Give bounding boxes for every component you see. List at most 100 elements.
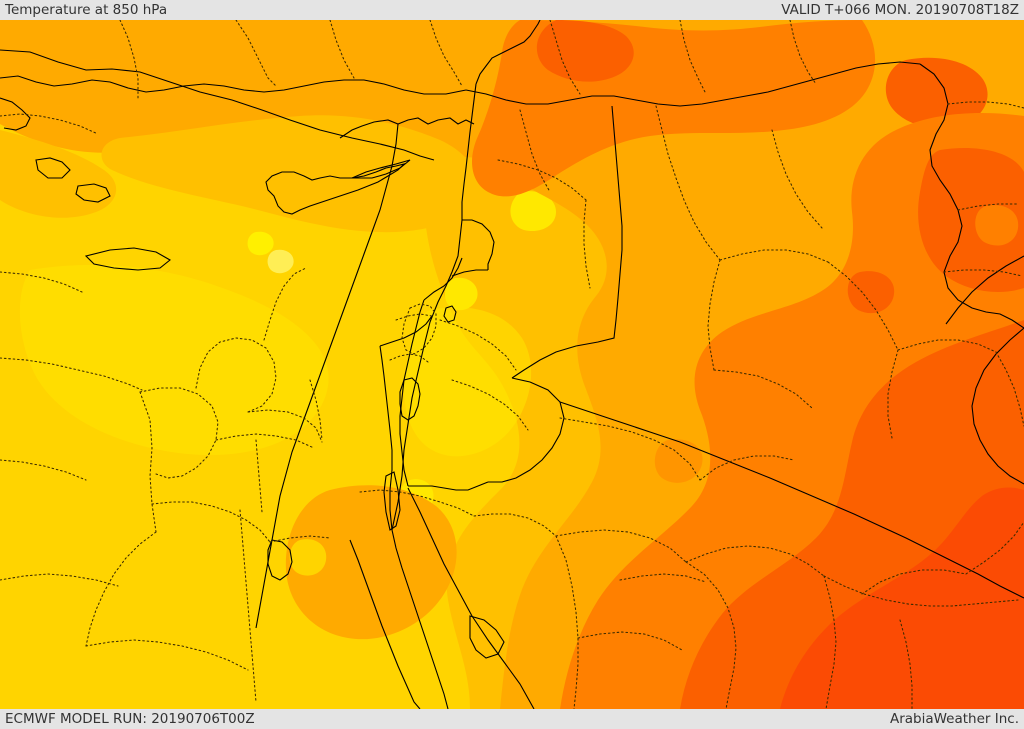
subborder-saudi-b bbox=[555, 529, 687, 563]
subborder-egypt-n bbox=[309, 379, 323, 441]
temp-cell-cool-suez bbox=[305, 636, 360, 686]
coastline-aegean-b bbox=[35, 157, 71, 179]
model-run-label: ECMWF MODEL RUN: 20190706T00Z bbox=[5, 711, 255, 727]
coastline-persian-gulf bbox=[945, 255, 1024, 325]
temperature-heatmap bbox=[0, 20, 1024, 709]
temp-cell-bright-b bbox=[444, 277, 478, 311]
subborder-sinai-b bbox=[473, 513, 557, 537]
subborder-syria-b bbox=[583, 199, 591, 289]
coastline-aegean-c bbox=[75, 183, 111, 203]
subborder-egypt-o bbox=[269, 535, 331, 543]
subborder-iraq-f bbox=[897, 339, 997, 353]
subborder-egypt-b bbox=[139, 387, 219, 479]
border-israel-jordan-north bbox=[423, 257, 463, 301]
subborder-iraq-d bbox=[707, 259, 721, 371]
subborder-jordan-a bbox=[439, 319, 517, 371]
subborder-iraq-a bbox=[655, 105, 721, 261]
temp-band-hottest-gulf bbox=[780, 487, 1024, 709]
subborder-iran-a bbox=[947, 101, 1024, 109]
coastline-sinai-east bbox=[391, 529, 449, 709]
temp-band-hot-iran-w bbox=[918, 148, 1024, 292]
subborder-iran-c bbox=[943, 269, 1023, 277]
map-canvas bbox=[0, 20, 1024, 709]
valid-time-label: VALID T+066 MON. 20190708T18Z bbox=[781, 2, 1019, 18]
river-nile bbox=[255, 123, 399, 629]
header-bar: Temperature at 850 hPa VALID T+066 MON. … bbox=[0, 0, 1024, 20]
subborder-iraq-b bbox=[719, 249, 829, 263]
border-syria-jordan bbox=[488, 377, 565, 483]
temp-band-hotter-north bbox=[536, 20, 634, 82]
coastline-north-africa bbox=[0, 49, 435, 161]
subborder-iran-d bbox=[995, 351, 1024, 427]
coastline-aegean bbox=[0, 97, 31, 131]
temp-cell-cool-suez-b bbox=[289, 539, 327, 576]
temp-band-coolest-egypt bbox=[19, 264, 329, 456]
border-jordan-israel-arava bbox=[399, 299, 425, 487]
temp-band-hotter-north-b bbox=[885, 57, 988, 129]
coastline-levant bbox=[391, 83, 477, 531]
subborder-iraq-g bbox=[887, 349, 899, 439]
coastline-aqaba bbox=[383, 471, 401, 531]
dead-sea bbox=[399, 377, 421, 421]
subborder-saudi-a bbox=[555, 535, 579, 709]
temp-band-warm-sinai bbox=[285, 485, 457, 640]
page-title: Temperature at 850 hPa bbox=[5, 2, 168, 18]
subborder-turkey-c bbox=[429, 20, 463, 87]
subborder-egypt-c bbox=[195, 337, 277, 413]
subborder-turkey-h bbox=[119, 20, 139, 99]
subborder-egypt-d bbox=[215, 433, 315, 449]
border-egypt-israel-north bbox=[379, 315, 433, 347]
subborder-saudi-g bbox=[577, 631, 683, 651]
subborder-iraq-h bbox=[713, 369, 813, 409]
subborder-saudi-d bbox=[685, 545, 825, 577]
subborder-egypt-a bbox=[139, 391, 157, 533]
coastline-cyprus bbox=[265, 162, 406, 215]
subborder-iran-b bbox=[957, 203, 1019, 211]
border-iran-iraq-south bbox=[971, 327, 1024, 485]
coastline-turkey-south bbox=[0, 75, 467, 95]
coastline-syria-turkey bbox=[475, 20, 541, 85]
coastline-gulf-of-suez bbox=[349, 539, 421, 709]
subborder-jordan-b bbox=[451, 379, 529, 431]
subborder-saudi-k bbox=[619, 573, 707, 583]
subborder-neutral-zone-b bbox=[699, 455, 795, 481]
subborder-egypt-e bbox=[247, 409, 323, 443]
border-iraq-saudi bbox=[559, 401, 1024, 599]
border-lebanon-syria bbox=[462, 219, 495, 270]
subborder-iraq-e bbox=[771, 129, 823, 229]
sea-of-galilee bbox=[443, 305, 457, 323]
subborder-egypt-f bbox=[263, 267, 307, 341]
border-israel-lebanon bbox=[451, 269, 488, 277]
temp-cell-hot-c bbox=[654, 439, 703, 483]
temp-cell-bright-d bbox=[267, 249, 294, 274]
subborder-turkey-b bbox=[329, 20, 355, 79]
temp-cell-hot-b bbox=[975, 205, 1019, 246]
subborder-saudi-h bbox=[899, 619, 913, 709]
subborder-turkey-e bbox=[679, 20, 707, 95]
subborder-saudi-f bbox=[823, 575, 837, 709]
subborder-libya-b bbox=[0, 459, 87, 481]
subborder-saudi-i bbox=[861, 569, 967, 595]
subborder-libya-a bbox=[0, 271, 83, 293]
coastline-nile-delta bbox=[339, 117, 475, 139]
subborder-iraq-c bbox=[827, 261, 899, 351]
subborder-neutral-zone bbox=[559, 417, 701, 481]
border-egypt-israel-sinai bbox=[379, 345, 393, 531]
border-jordan-saudi bbox=[408, 481, 489, 491]
coastline-cyprus-karpas bbox=[351, 159, 411, 179]
lake-nasser bbox=[267, 539, 293, 581]
subborder-egypt-h bbox=[85, 531, 157, 647]
subborder-turkey-a bbox=[235, 20, 277, 87]
border-turkey-iraq-iran bbox=[919, 63, 1024, 329]
footer-bar: ECMWF MODEL RUN: 20190706T00Z ArabiaWeat… bbox=[0, 709, 1024, 729]
border-turkey-syria bbox=[465, 61, 921, 107]
subborder-saudi-c bbox=[685, 561, 737, 709]
coastline-redsea-deep bbox=[469, 615, 505, 659]
subborder-turkey-d bbox=[549, 20, 581, 95]
subborder-westbank bbox=[401, 303, 437, 355]
border-syria-iraq bbox=[511, 105, 623, 379]
subborder-egypt-g bbox=[151, 501, 271, 543]
coastline-crete bbox=[84, 247, 171, 271]
coastline-redsea-east bbox=[407, 487, 535, 709]
